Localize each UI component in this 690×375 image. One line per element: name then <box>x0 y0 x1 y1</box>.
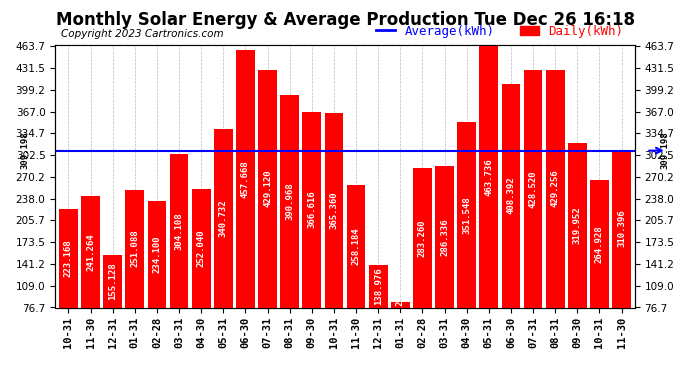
Text: 390.968: 390.968 <box>285 183 294 220</box>
Bar <box>368 266 388 308</box>
Bar <box>104 255 122 308</box>
Bar <box>192 189 210 308</box>
Text: 283.260: 283.260 <box>418 219 427 257</box>
Text: 340.732: 340.732 <box>219 200 228 237</box>
Text: 365.360: 365.360 <box>329 191 338 229</box>
Text: 304.108: 304.108 <box>175 212 184 250</box>
Bar <box>435 166 454 308</box>
Text: 155.128: 155.128 <box>108 262 117 300</box>
Bar <box>302 112 322 308</box>
Text: 310.396: 310.396 <box>617 210 626 248</box>
Bar <box>480 46 498 308</box>
Bar <box>81 196 100 308</box>
Text: 223.168: 223.168 <box>64 239 73 277</box>
Text: 264.928: 264.928 <box>595 225 604 263</box>
Text: 241.264: 241.264 <box>86 233 95 271</box>
Text: 258.184: 258.184 <box>352 228 361 265</box>
Bar <box>258 70 277 308</box>
Bar <box>590 180 609 308</box>
Bar <box>170 154 188 308</box>
Bar <box>524 70 542 308</box>
Text: 309.198: 309.198 <box>20 132 29 170</box>
Text: 251.088: 251.088 <box>130 230 139 267</box>
Bar <box>457 122 476 308</box>
Text: 309.198: 309.198 <box>661 132 670 170</box>
Text: 429.120: 429.120 <box>263 170 272 207</box>
Text: Copyright 2023 Cartronics.com: Copyright 2023 Cartronics.com <box>61 29 224 39</box>
Text: 366.616: 366.616 <box>307 191 316 228</box>
Text: 408.392: 408.392 <box>506 177 515 214</box>
Bar <box>214 129 233 308</box>
Text: 138.976: 138.976 <box>374 268 383 305</box>
Bar <box>280 95 299 308</box>
Text: 286.336: 286.336 <box>440 218 449 256</box>
Bar <box>612 150 631 308</box>
Bar <box>568 143 586 308</box>
Text: 234.100: 234.100 <box>152 236 161 273</box>
Text: 84.296: 84.296 <box>396 289 405 321</box>
Bar <box>391 302 410 307</box>
Text: 463.736: 463.736 <box>484 158 493 196</box>
Text: 428.520: 428.520 <box>529 170 538 208</box>
Text: 429.256: 429.256 <box>551 170 560 207</box>
Bar <box>59 209 78 308</box>
Text: 351.548: 351.548 <box>462 196 471 234</box>
Bar <box>126 190 144 308</box>
Text: 252.040: 252.040 <box>197 230 206 267</box>
Bar <box>324 113 344 308</box>
Text: 319.952: 319.952 <box>573 207 582 244</box>
Bar <box>236 50 255 308</box>
Bar <box>502 84 520 308</box>
Text: Monthly Solar Energy & Average Production Tue Dec 26 16:18: Monthly Solar Energy & Average Productio… <box>55 11 635 29</box>
Text: 457.668: 457.668 <box>241 160 250 198</box>
Legend: Average(kWh), Daily(kWh): Average(kWh), Daily(kWh) <box>371 20 629 43</box>
Bar <box>148 201 166 308</box>
Bar <box>546 70 564 308</box>
Bar <box>346 185 366 308</box>
Bar <box>413 168 432 308</box>
